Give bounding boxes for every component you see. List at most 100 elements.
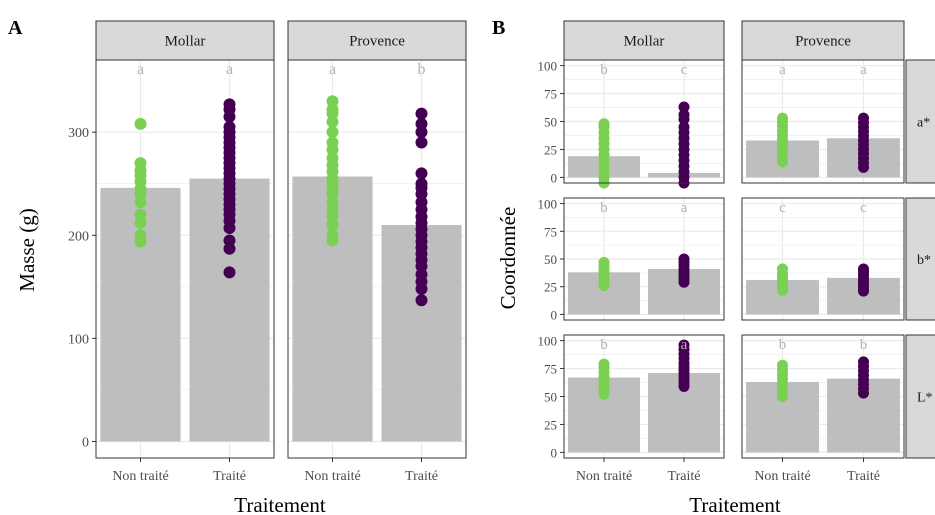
x-tick-label: Non traité xyxy=(754,469,810,484)
data-point xyxy=(777,359,788,371)
data-point xyxy=(223,98,236,111)
significance-letter: a xyxy=(779,62,786,78)
data-point xyxy=(326,136,339,149)
significance-letter: c xyxy=(860,200,867,216)
facet-row-strip xyxy=(905,197,935,321)
y-tick-label: 50 xyxy=(544,252,557,267)
data-point xyxy=(223,266,236,279)
significance-letter: b xyxy=(860,337,868,353)
y-tick-label: 25 xyxy=(544,417,557,432)
data-point xyxy=(415,177,428,190)
panel-a: Mollar a a 0 100 200 300 Non traité Traité Proven… xyxy=(68,20,467,484)
data-point xyxy=(223,242,236,255)
significance-letter: c xyxy=(681,62,688,78)
data-point xyxy=(678,109,690,121)
data-point xyxy=(326,126,339,139)
facet-row-strip xyxy=(905,334,935,459)
data-point xyxy=(415,107,428,120)
facet-row-label: b* xyxy=(917,253,931,268)
significance-letter: a xyxy=(860,62,867,78)
data-point xyxy=(598,256,610,268)
data-point xyxy=(415,117,428,130)
panel-border xyxy=(287,59,467,459)
y-tick-label: 50 xyxy=(544,390,557,405)
data-point xyxy=(858,356,869,368)
data-point xyxy=(326,103,339,116)
facet-strip-label: Mollar xyxy=(165,34,206,50)
data-point xyxy=(678,253,690,265)
data-point xyxy=(858,263,869,275)
significance-letter: a xyxy=(681,200,688,216)
facet-strip-label: Mollar xyxy=(624,34,665,50)
facet-row-strip xyxy=(905,59,935,184)
y-tick-label: 75 xyxy=(544,87,557,102)
data-point xyxy=(134,117,147,130)
panel-label-a: A xyxy=(8,17,23,39)
facet-strip-label: Provence xyxy=(795,34,851,50)
y-axis-title-a: Masse (g) xyxy=(15,208,39,291)
y-tick-label: 200 xyxy=(68,229,89,244)
y-tick-label: 0 xyxy=(82,436,89,451)
y-tick-label: 100 xyxy=(538,334,558,349)
y-axis-title-b: Coordonnée xyxy=(496,207,520,310)
data-point xyxy=(223,234,236,247)
facet-row-label: a* xyxy=(917,116,930,131)
data-point xyxy=(858,112,869,124)
significance-letter: b xyxy=(600,200,608,216)
data-point xyxy=(598,358,610,370)
y-tick-label: 0 xyxy=(551,445,558,460)
x-tick-label: Non traité xyxy=(576,469,632,484)
data-point xyxy=(415,268,428,281)
data-point xyxy=(326,115,339,128)
data-point xyxy=(134,229,147,242)
significance-letter: b xyxy=(418,61,426,78)
y-tick-label: 75 xyxy=(544,224,557,239)
y-tick-label: 25 xyxy=(544,280,557,295)
facet-strip-label: Provence xyxy=(349,34,405,50)
facet-strip xyxy=(95,20,275,61)
significance-letter: a xyxy=(226,61,233,78)
data-point xyxy=(415,196,428,209)
data-point xyxy=(223,121,236,134)
x-tick-label: Traité xyxy=(213,469,246,484)
panel-border xyxy=(741,59,905,184)
data-point xyxy=(678,101,690,113)
data-point xyxy=(415,136,428,149)
significance-letter: c xyxy=(779,200,786,216)
x-axis-title-a: Traitement xyxy=(234,493,326,515)
data-point xyxy=(598,118,610,130)
panel-border xyxy=(741,197,905,321)
significance-letter: a xyxy=(681,337,688,353)
significance-letter: b xyxy=(600,62,608,78)
y-tick-label: 300 xyxy=(68,126,89,141)
y-tick-label: 100 xyxy=(538,59,558,74)
x-axis-title-b: Traitement xyxy=(689,493,781,515)
data-point xyxy=(678,121,690,133)
data-point xyxy=(326,196,339,209)
x-tick-label: Non traité xyxy=(112,469,168,484)
data-point xyxy=(134,196,147,209)
data-point xyxy=(134,216,147,229)
data-point xyxy=(326,151,339,164)
data-point xyxy=(415,126,428,139)
data-point xyxy=(777,112,788,124)
x-tick-label: Traité xyxy=(668,469,701,484)
data-point xyxy=(326,229,339,242)
y-tick-label: 0 xyxy=(551,307,558,322)
y-tick-label: 50 xyxy=(544,115,557,130)
y-tick-label: 100 xyxy=(68,332,89,347)
data-point xyxy=(326,95,339,108)
data-point xyxy=(326,218,339,231)
panel-border xyxy=(741,334,905,459)
facet-row-label: L* xyxy=(917,391,933,406)
y-tick-label: 100 xyxy=(538,197,558,212)
panel-border xyxy=(95,59,275,459)
significance-letter: a xyxy=(137,61,144,78)
facet-strip xyxy=(287,20,467,61)
significance-letter: b xyxy=(779,337,787,353)
data-point xyxy=(777,263,788,275)
y-tick-label: 0 xyxy=(551,170,558,185)
facet-strip xyxy=(741,20,905,61)
